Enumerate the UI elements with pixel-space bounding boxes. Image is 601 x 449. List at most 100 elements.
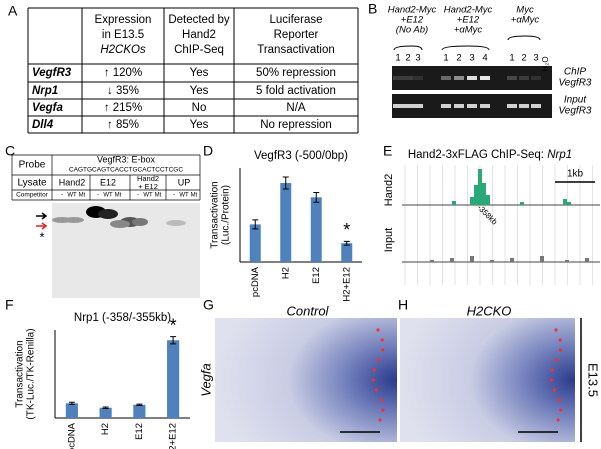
marker — [550, 368, 554, 372]
band — [531, 76, 541, 80]
peak — [567, 202, 571, 205]
label: 50% repression — [256, 67, 336, 79]
peak — [486, 195, 490, 205]
marker — [554, 328, 558, 332]
label: -358kb — [475, 203, 499, 227]
label: 3 — [533, 53, 538, 64]
band — [454, 104, 464, 108]
band — [467, 76, 477, 80]
marker — [377, 358, 381, 362]
band — [110, 220, 130, 228]
bar — [341, 243, 353, 262]
label: Vegfa — [32, 102, 63, 114]
x-tick-label: E12 — [311, 267, 322, 284]
label: Vegfa — [198, 363, 213, 397]
panel-label: E — [383, 143, 392, 159]
label: Competitor — [16, 192, 49, 199]
label: UP — [178, 177, 191, 187]
label: 1 — [509, 53, 514, 64]
label: Control — [287, 303, 330, 318]
input-signal — [510, 258, 514, 262]
label: Mt — [191, 193, 198, 199]
label: Reporter — [274, 29, 319, 41]
label: Input — [564, 95, 587, 106]
marker — [375, 388, 379, 392]
peak — [563, 199, 567, 205]
band — [519, 76, 529, 80]
band — [98, 209, 118, 219]
label: Nrp1 — [32, 85, 58, 97]
input-signal — [540, 256, 544, 262]
panel-label: D — [203, 143, 213, 159]
arrow — [36, 212, 48, 220]
label: * — [39, 229, 44, 244]
label: in E13.5 — [102, 29, 144, 41]
label: Expression — [95, 14, 152, 26]
label: (No Ab) — [396, 25, 428, 36]
label: Hand2 — [383, 174, 395, 206]
label: 2 — [456, 53, 461, 64]
band — [507, 76, 517, 80]
label: Yes — [190, 119, 209, 131]
label: Dll4 — [32, 119, 54, 131]
marker — [558, 348, 563, 352]
x-tick-label: H2+E12 — [341, 267, 352, 302]
label: +αMyc — [454, 25, 483, 36]
label: 3 — [469, 53, 474, 64]
band — [403, 76, 413, 80]
label: WT — [179, 193, 189, 199]
error-bar — [282, 176, 289, 190]
bar — [167, 340, 180, 418]
band — [531, 104, 541, 108]
bar — [65, 403, 78, 418]
input-signal — [565, 260, 569, 262]
label: Hand2 — [137, 174, 159, 183]
axis-label: Transactivation — [15, 340, 26, 407]
bracket — [393, 45, 423, 51]
marker — [557, 398, 561, 402]
label: WT — [143, 193, 153, 199]
marker — [371, 378, 375, 382]
x-tick-label: E12 — [134, 423, 145, 440]
image-region — [400, 318, 575, 442]
band — [454, 76, 464, 80]
label: 2 — [521, 53, 526, 64]
panel-label: G — [203, 297, 214, 313]
band — [441, 76, 451, 80]
label: Input — [383, 228, 395, 252]
marker — [372, 368, 376, 372]
input-signal — [470, 256, 474, 262]
error-bar — [68, 401, 75, 405]
input-signal — [430, 260, 434, 262]
label: Myc — [516, 5, 534, 16]
label: Transactivation — [257, 44, 335, 56]
label: VegfR3 — [559, 78, 592, 89]
band — [441, 104, 451, 108]
error-bar — [313, 191, 320, 203]
marker — [379, 398, 383, 402]
band — [64, 217, 84, 223]
label: ↑ 120% — [104, 67, 142, 79]
label: 2 — [405, 53, 410, 64]
label: Hand2-Myc — [388, 5, 437, 16]
label: H2CKOs — [100, 44, 146, 56]
band — [467, 104, 477, 108]
marker — [559, 408, 563, 412]
panel-label: F — [5, 297, 14, 313]
label: Hand2 — [59, 177, 86, 187]
arrow — [36, 222, 48, 230]
bar — [249, 224, 261, 262]
x-tick-label: pcDNA — [66, 422, 77, 449]
peak — [474, 185, 478, 205]
label: Mt — [115, 193, 122, 199]
bracket — [441, 45, 490, 51]
band — [519, 104, 529, 108]
label: Detected by — [168, 14, 230, 26]
label: WT — [67, 193, 77, 199]
band — [403, 104, 413, 108]
label: +E12 — [457, 15, 480, 26]
label: Mt — [155, 193, 162, 199]
bar — [310, 197, 322, 262]
axis-label: Transactivation — [210, 181, 221, 248]
bar — [280, 183, 292, 262]
